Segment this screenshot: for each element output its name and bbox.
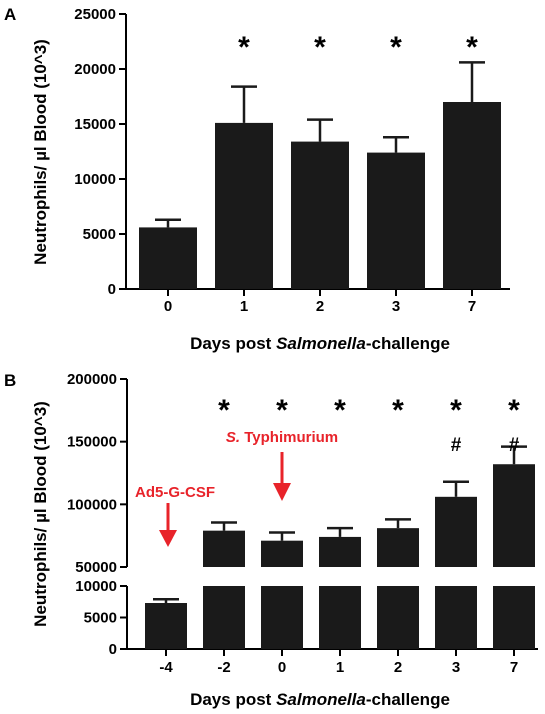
panel-a-y-tick-label: 10000 xyxy=(74,171,116,188)
panel-b-significance-hash: # xyxy=(451,435,462,456)
panel-a-y-tick-label: 20000 xyxy=(74,61,116,78)
panel-a-x-axis-title: Days post Salmonella-challenge xyxy=(190,334,450,353)
panel-a-x-tick-label: 3 xyxy=(392,298,400,315)
panel-b-bar-upper xyxy=(493,464,535,567)
panel-b-x-tick-label: 7 xyxy=(510,659,518,676)
panel-a-significance-star: * xyxy=(466,31,478,64)
panel-b-x-tick-label: -4 xyxy=(159,659,173,676)
panel-b-y-tick-label: 100000 xyxy=(67,496,117,513)
panel-b-significance-star: * xyxy=(334,394,346,427)
panel-b-y-axis-title: Neutrophils/ µl Blood (10^3) xyxy=(31,401,50,627)
panel-a-x-tick-label: 1 xyxy=(240,298,248,315)
panel-b-bar-upper xyxy=(203,530,245,567)
panel-b-significance-star: * xyxy=(450,394,462,427)
panel-b-significance-star: * xyxy=(276,394,288,427)
annotation-ad5-g-csf: Ad5-G-CSF xyxy=(135,484,215,501)
panel-a-y-tick-label: 0 xyxy=(108,281,116,298)
panel-a-bar xyxy=(443,102,501,289)
panel-a-significance-star: * xyxy=(314,31,326,64)
panel-b-bar-upper xyxy=(377,528,419,567)
panel-b-bar-upper xyxy=(319,536,361,567)
panel-b-y-tick-label: 50000 xyxy=(75,559,117,576)
panel-b-bar-upper xyxy=(435,496,477,567)
panel-b-bar-lower xyxy=(377,586,419,649)
panel-a-bar xyxy=(215,122,273,290)
panel-b-bar xyxy=(145,603,187,649)
panel-b-bar-lower xyxy=(435,586,477,649)
panel-a-significance-star: * xyxy=(390,31,402,64)
panel-b-bar-lower xyxy=(261,586,303,649)
panel-b-significance-star: * xyxy=(218,394,230,427)
panel-b-significance-star: * xyxy=(508,394,520,427)
panel-b-y-tick-label: 10000 xyxy=(75,578,117,595)
panel-b-x-tick-label: 2 xyxy=(394,659,402,676)
panel-b-label: B xyxy=(4,371,16,390)
panel-a-label: A xyxy=(4,5,16,24)
annotation-s-typhimurium: S. Typhimurium xyxy=(226,429,338,446)
panel-a-bar xyxy=(139,227,197,289)
panel-a-y-tick-label: 15000 xyxy=(74,116,116,133)
arrow-ad5-g-csf-head xyxy=(159,530,177,547)
panel-b-x-tick-label: 0 xyxy=(278,659,286,676)
panel-b-y-tick-label: 5000 xyxy=(84,610,117,627)
panel-b-significance-hash: # xyxy=(509,435,520,456)
panel-a-y-tick-label: 5000 xyxy=(83,226,116,243)
panel-a-x-tick-label: 0 xyxy=(164,298,172,315)
panel-a-significance-star: * xyxy=(238,31,250,64)
panel-a-y-tick-label: 25000 xyxy=(74,6,116,23)
panel-b-x-tick-label: 1 xyxy=(336,659,344,676)
panel-b-bar-lower xyxy=(493,586,535,649)
panel-b-x-tick-label: 3 xyxy=(452,659,460,676)
panel-b-y-tick-label: 0 xyxy=(109,641,117,658)
panel-b-bar-lower xyxy=(203,586,245,649)
panel-a-bar xyxy=(291,141,349,289)
panel-b-x-tick-label: -2 xyxy=(217,659,230,676)
panel-a-y-axis-title: Neutrophils/ µl Blood (10^3) xyxy=(31,39,50,265)
panel-b-significance-star: * xyxy=(392,394,404,427)
arrow-s-typhimurium-head xyxy=(273,483,291,501)
panel-a-x-tick-label: 7 xyxy=(468,298,476,315)
panel-b-y-tick-label: 200000 xyxy=(67,371,117,388)
panel-b-bar-lower xyxy=(319,586,361,649)
panel-b-bar-upper xyxy=(261,540,303,567)
panel-a-x-tick-label: 2 xyxy=(316,298,324,315)
panel-b-y-tick-label: 150000 xyxy=(67,434,117,451)
panel-a-bar xyxy=(367,152,425,289)
panel-b-x-axis-title: Days post Salmonella-challenge xyxy=(190,690,450,709)
